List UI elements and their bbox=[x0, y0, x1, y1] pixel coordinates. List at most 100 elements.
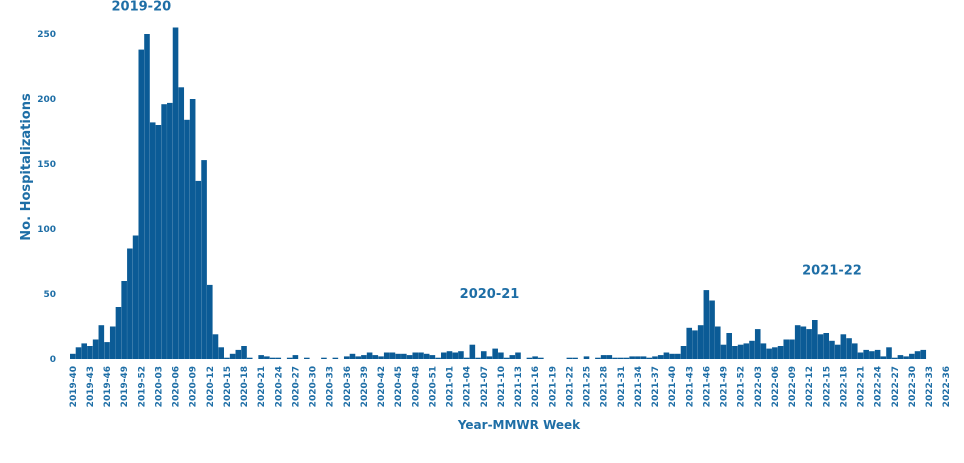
y-tick-label: 50 bbox=[43, 290, 56, 300]
bar bbox=[418, 352, 424, 359]
x-tick-label: 2020-45 bbox=[394, 366, 404, 407]
season-label: 2019-20 bbox=[112, 0, 172, 15]
bar bbox=[812, 320, 818, 359]
bar bbox=[441, 352, 447, 359]
bar bbox=[526, 357, 533, 359]
bar bbox=[874, 349, 881, 359]
x-tick-label: 2022-33 bbox=[925, 366, 935, 407]
bar bbox=[640, 356, 647, 359]
bar bbox=[777, 346, 784, 359]
x-tick-label: 2022-03 bbox=[754, 366, 764, 407]
bar bbox=[463, 357, 470, 359]
x-tick-label: 2019-40 bbox=[69, 366, 79, 407]
x-tick-label: 2021-19 bbox=[548, 366, 558, 407]
bar bbox=[498, 352, 504, 359]
bar bbox=[70, 353, 76, 359]
bar bbox=[241, 346, 247, 359]
x-tick-label: 2021-13 bbox=[514, 366, 524, 407]
x-tick-label: 2022-18 bbox=[839, 366, 849, 407]
bar bbox=[121, 281, 127, 359]
bar bbox=[401, 353, 407, 359]
bar bbox=[823, 333, 830, 359]
bar bbox=[646, 357, 653, 359]
x-tick-label: 2020-36 bbox=[343, 366, 353, 407]
bar bbox=[880, 356, 887, 359]
bar bbox=[87, 346, 93, 359]
bar bbox=[406, 355, 413, 359]
bar bbox=[286, 357, 293, 359]
bar bbox=[149, 122, 156, 360]
bar bbox=[429, 355, 436, 359]
y-tick-label: 200 bbox=[37, 95, 56, 105]
bar bbox=[469, 344, 476, 359]
bar bbox=[321, 357, 327, 359]
bar bbox=[172, 27, 179, 359]
y-axis-tick-labels: 0 50 100 150 200 250 bbox=[37, 30, 56, 365]
bar bbox=[914, 351, 921, 359]
x-tick-label: 2020-06 bbox=[172, 366, 182, 407]
bar bbox=[372, 355, 379, 359]
bar bbox=[161, 104, 167, 359]
bar bbox=[235, 349, 242, 359]
x-tick-label: 2020-39 bbox=[360, 366, 370, 407]
x-tick-label: 2020-18 bbox=[240, 366, 250, 407]
y-axis-title: No. Hospitalizations bbox=[19, 93, 34, 241]
bar bbox=[509, 355, 516, 359]
bar bbox=[246, 357, 253, 359]
y-tick-label: 150 bbox=[37, 160, 56, 170]
x-tick-label: 2019-52 bbox=[137, 366, 147, 407]
x-tick-label: 2022-09 bbox=[788, 366, 798, 407]
x-tick-label: 2020-09 bbox=[189, 366, 199, 407]
bar bbox=[903, 356, 909, 359]
x-tick-label: 2022-30 bbox=[908, 366, 918, 407]
x-tick-label: 2020-30 bbox=[309, 366, 319, 407]
bar bbox=[206, 284, 213, 359]
x-tick-label: 2021-22 bbox=[565, 366, 575, 407]
season-label: 2020-21 bbox=[460, 287, 520, 302]
bar bbox=[224, 357, 230, 359]
bar bbox=[104, 342, 110, 359]
bar bbox=[635, 356, 641, 359]
x-axis-tick-labels: 2019-40 2019-43 2019-46 2019-49 2019-52 2020-… bbox=[69, 366, 952, 407]
bar bbox=[595, 357, 601, 359]
bar bbox=[115, 307, 122, 359]
y-tick-label: 100 bbox=[37, 225, 56, 235]
bar bbox=[863, 349, 869, 359]
x-tick-label: 2020-03 bbox=[154, 366, 164, 407]
bar bbox=[109, 326, 116, 359]
bar bbox=[383, 352, 390, 359]
x-tick-label: 2020-12 bbox=[206, 366, 216, 407]
bar bbox=[737, 344, 744, 359]
x-tick-label: 2020-27 bbox=[291, 366, 301, 407]
x-tick-label: 2021-46 bbox=[702, 366, 712, 407]
x-tick-label: 2021-07 bbox=[480, 366, 490, 407]
y-tick-label: 0 bbox=[50, 355, 56, 365]
x-tick-label: 2020-21 bbox=[257, 366, 267, 407]
bar bbox=[629, 356, 635, 359]
bar bbox=[503, 357, 510, 359]
season-label: 2021-22 bbox=[802, 264, 862, 279]
x-tick-label: 2022-06 bbox=[771, 366, 781, 407]
bar bbox=[657, 355, 664, 359]
bar bbox=[423, 353, 430, 359]
x-tick-label: 2022-24 bbox=[874, 366, 884, 407]
bar bbox=[669, 353, 675, 359]
bar bbox=[686, 327, 693, 359]
x-tick-label: 2020-48 bbox=[411, 366, 421, 407]
bar bbox=[783, 339, 790, 359]
bar bbox=[144, 34, 150, 359]
bar bbox=[897, 355, 904, 359]
bar bbox=[817, 334, 824, 359]
bar bbox=[623, 357, 630, 359]
x-tick-label: 2019-46 bbox=[103, 366, 113, 407]
x-tick-label: 2021-37 bbox=[651, 366, 661, 407]
bar bbox=[714, 326, 721, 359]
bar bbox=[720, 344, 727, 359]
x-tick-label: 2019-49 bbox=[120, 366, 130, 407]
bar bbox=[412, 352, 419, 359]
bar bbox=[201, 160, 207, 359]
bar bbox=[566, 357, 573, 359]
bar bbox=[600, 355, 607, 359]
bar bbox=[794, 325, 801, 359]
bar bbox=[349, 353, 356, 359]
